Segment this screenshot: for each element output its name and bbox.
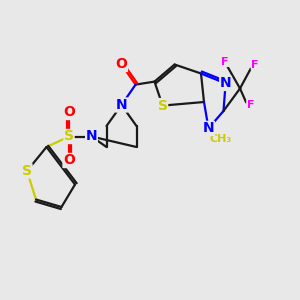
Text: S: S xyxy=(158,99,168,112)
Text: F: F xyxy=(221,56,229,67)
Text: S: S xyxy=(64,130,74,143)
Text: CH₃: CH₃ xyxy=(210,134,232,144)
Text: N: N xyxy=(116,98,127,112)
Text: O: O xyxy=(116,58,128,71)
Text: F: F xyxy=(251,59,259,70)
Text: F: F xyxy=(247,100,254,110)
Text: N: N xyxy=(86,130,97,143)
Text: N: N xyxy=(220,76,231,90)
Text: N: N xyxy=(203,122,214,135)
Text: O: O xyxy=(63,106,75,119)
Text: S: S xyxy=(22,164,32,178)
Text: O: O xyxy=(63,154,75,167)
